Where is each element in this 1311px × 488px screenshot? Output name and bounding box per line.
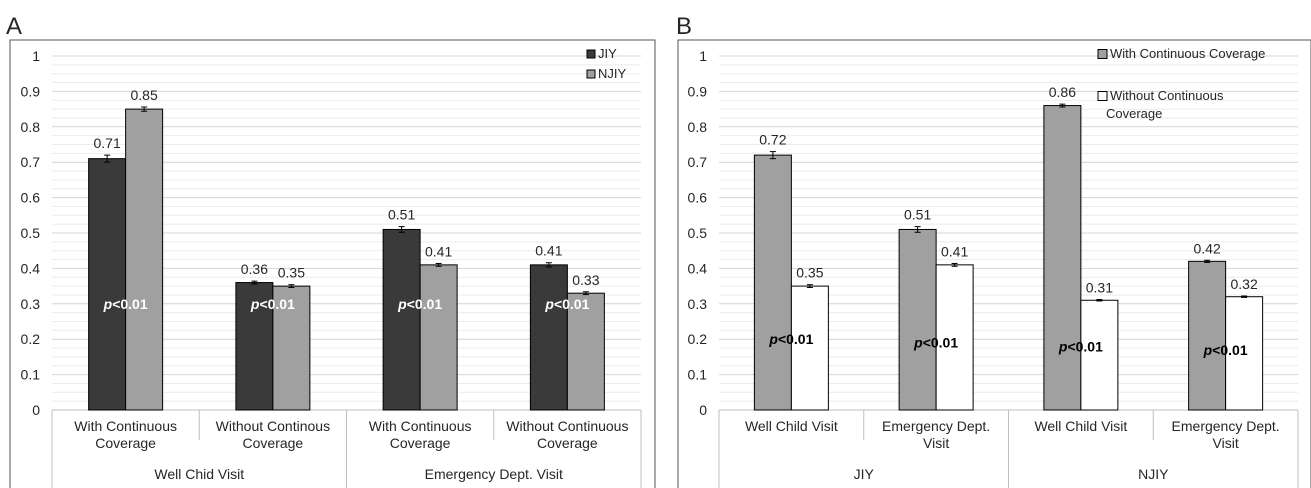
y-tick-label: 0.4 [688,260,708,276]
x-category-label: Coverage [243,435,304,451]
y-tick-label: 1 [32,48,40,64]
bar [125,108,164,411]
x-group-label: Well Chid Visit [154,466,244,482]
p-value-annotation: p<0.01 [397,296,442,312]
x-group-label: NJIY [1138,466,1169,482]
p-value-annotation: p<0.01 [1058,338,1103,354]
panel-letter: A [6,13,22,40]
y-tick-label: 0.4 [21,260,41,276]
x-category-label: Coverage [537,435,598,451]
bar [419,264,458,411]
y-tick-label: 0.1 [21,367,41,383]
data-label: 0.42 [1194,240,1221,256]
x-category-label: Emergency Dept. [882,418,990,434]
x-category-label: Well Child Visit [745,418,838,434]
x-category-label: Coverage [95,435,156,451]
y-tick-label: 0 [32,402,40,418]
y-tick-label: 0.9 [688,83,708,99]
y-tick-label: 0.2 [21,331,41,347]
x-category-label: Without Continuous [506,418,628,434]
bar [790,285,829,411]
y-tick-label: 0 [699,402,707,418]
legend-label: With Continuous Coverage [1110,46,1265,61]
x-category-label: With Continuous [74,418,177,434]
bar [753,154,792,411]
y-tick-label: 0.8 [688,119,708,135]
bar [529,264,568,411]
bar [566,292,605,411]
y-tick-label: 0.7 [688,154,708,170]
data-label: 0.41 [425,243,452,259]
x-category-label: Visit [1213,435,1239,451]
x-category-label: Without Continous [216,418,330,434]
p-value-annotation: p<0.01 [768,331,813,347]
p-value-annotation: p<0.01 [544,296,589,312]
y-tick-label: 0.3 [21,296,41,312]
legend-swatch [586,69,596,79]
y-tick-label: 0.6 [21,190,41,206]
p-value-annotation: p<0.01 [103,296,148,312]
data-label: 0.71 [94,135,121,151]
y-tick-label: 0.9 [21,83,41,99]
data-label: 0.35 [796,265,823,281]
bar [1043,105,1082,411]
panel-a: A 0 0.1 0.2 0.3 0.4 0.5 0.6 0.7 0.8 0.9 1 With Conti… [6,13,656,488]
data-label: 0.36 [241,261,268,277]
data-label: 0.85 [131,87,158,103]
data-label: 0.86 [1049,84,1076,100]
panel-b: B 0 0.1 0.2 0.3 0.4 0.5 0.6 0.7 0.8 0.9 1 Well Child… [676,13,1311,488]
panel-letter: B [676,13,692,40]
legend-label: JIY [598,46,617,61]
y-tick-label: 0.1 [688,367,708,383]
bar [88,158,127,411]
bar [235,282,274,411]
legend-label: Without Continuous [1110,88,1224,103]
bar [898,228,937,411]
legend-swatch [1097,49,1108,59]
y-tick-label: 0.8 [21,119,41,135]
data-label: 0.33 [572,272,599,288]
y-tick-label: 1 [699,48,707,64]
legend-label: NJIY [598,66,627,81]
bar [382,228,421,411]
data-label: 0.51 [904,207,931,223]
x-group-label: Emergency Dept. Visit [425,466,563,482]
data-label: 0.35 [278,265,305,281]
data-label: 0.51 [388,207,415,223]
data-label: 0.41 [535,243,562,259]
p-value-annotation: p<0.01 [913,335,958,351]
panel-frame [9,39,656,488]
data-label: 0.32 [1231,276,1258,292]
legend-label: Coverage [1106,106,1162,121]
bar [1188,260,1227,411]
p-value-annotation: p<0.01 [1203,342,1248,358]
x-category-label: Emergency Dept. [1172,418,1280,434]
y-tick-label: 0.2 [688,331,708,347]
x-category-label: With Continuous [369,418,472,434]
panel-frame [677,39,1311,488]
x-category-label: Visit [923,435,949,451]
legend-swatch [586,49,596,59]
x-group-label: JIY [854,466,875,482]
data-label: 0.72 [759,132,786,148]
data-label: 0.41 [941,243,968,259]
p-value-annotation: p<0.01 [250,296,295,312]
y-tick-label: 0.3 [688,296,708,312]
bar [1080,299,1119,411]
x-category-label: Well Child Visit [1034,418,1127,434]
y-tick-label: 0.7 [21,154,41,170]
legend-swatch [1097,91,1108,101]
y-tick-label: 0.6 [688,190,708,206]
data-label: 0.31 [1086,280,1113,296]
y-tick-label: 0.5 [688,225,708,241]
x-category-label: Coverage [390,435,451,451]
y-tick-label: 0.5 [21,225,41,241]
